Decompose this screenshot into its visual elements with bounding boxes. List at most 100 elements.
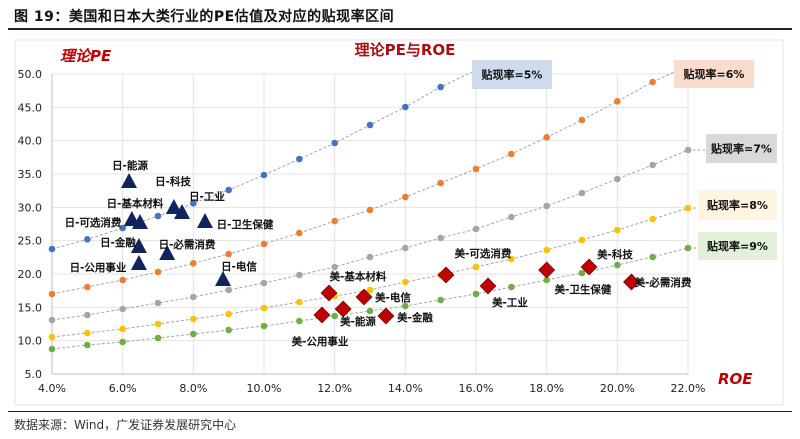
legend-label: 贴现率=5%	[481, 68, 543, 82]
japan-triangle	[131, 214, 148, 229]
curve-point	[260, 171, 268, 179]
curve-point	[48, 333, 56, 341]
japan-triangle	[130, 255, 147, 270]
curve-point	[366, 121, 374, 129]
curve-point	[225, 186, 232, 194]
curves	[48, 71, 706, 353]
us-diamond	[437, 266, 455, 284]
japan-point-label: 日-科技	[155, 175, 191, 188]
curve-point	[154, 212, 162, 220]
curve-point	[649, 78, 656, 86]
x-tick-label: 14.0%	[388, 382, 423, 395]
curve-point	[578, 269, 586, 277]
curve-point	[84, 283, 91, 291]
curve-point	[331, 139, 338, 147]
us-diamond	[580, 258, 598, 276]
curve-point	[260, 240, 268, 248]
curve-point	[684, 146, 692, 154]
curve-point	[296, 229, 303, 237]
legend-box	[472, 60, 552, 89]
legend-label: 贴现率=8%	[706, 198, 768, 212]
legend-box	[674, 60, 754, 88]
japan-point-label: 日-可选消费	[65, 216, 122, 229]
us-diamond	[479, 277, 497, 295]
us-point-label: 美-公用事业	[292, 335, 349, 348]
japan-point-label: 日-公用事业	[70, 261, 127, 274]
japan-point-label: 日-能源	[112, 159, 148, 172]
curve-point	[614, 226, 621, 234]
curve-point	[649, 215, 656, 223]
japan-triangle	[121, 173, 138, 188]
curve-line	[51, 247, 698, 350]
japan-triangle	[165, 199, 182, 214]
legend-box	[706, 134, 777, 163]
curve-point	[543, 276, 550, 284]
curve-point	[48, 345, 56, 353]
curve-point	[578, 236, 586, 244]
curve-point	[119, 305, 126, 313]
curve-point	[84, 329, 91, 337]
curve-point	[614, 175, 621, 183]
legend-box	[698, 190, 777, 220]
curve-point	[472, 165, 480, 173]
curve-point	[402, 278, 409, 286]
curve-point	[190, 200, 197, 207]
us-point-label: 美-工业	[492, 296, 528, 309]
curve-point	[437, 83, 444, 91]
japan-triangle	[159, 245, 176, 260]
curve-point	[472, 290, 480, 298]
curve-point	[260, 304, 268, 312]
curve-point	[508, 255, 515, 263]
curve-point	[84, 311, 91, 319]
y-tick-label: 50.0	[18, 68, 43, 81]
us-diamond	[334, 300, 352, 318]
curve-point	[684, 244, 692, 252]
curve-point	[649, 161, 656, 169]
x-tick-label: 4.0%	[38, 382, 66, 395]
us-diamond	[538, 261, 556, 279]
us-diamond	[377, 307, 395, 325]
curve-point	[84, 236, 91, 243]
curve-line	[51, 207, 698, 338]
japan-point-label: 日-电信	[221, 260, 257, 273]
curve-point	[48, 290, 56, 298]
legend-label: 贴现率=6%	[683, 67, 745, 81]
curve-point	[543, 202, 550, 210]
y-tick-label: 5.0	[25, 368, 43, 381]
us-diamond	[623, 273, 640, 291]
us-point-label: 美-卫生保健	[555, 283, 612, 296]
x-tick-label: 16.0%	[459, 382, 494, 395]
curve-point	[614, 98, 621, 105]
curve-point	[614, 261, 621, 269]
y-tick-label: 25.0	[18, 235, 43, 248]
curve-point	[296, 155, 303, 163]
japan-point-label: 日-基本材料	[107, 197, 164, 210]
y-tick-label: 10.0	[18, 335, 43, 348]
y-tick-label: 40.0	[18, 135, 43, 148]
y-tick-label: 35.0	[18, 168, 43, 181]
curve-line	[51, 149, 706, 321]
curve-point	[366, 206, 374, 214]
chart-title: 理论PE与ROE	[355, 41, 456, 59]
us-point-label: 美-科技	[597, 248, 633, 261]
curve-point	[190, 315, 197, 323]
curve-point	[508, 150, 515, 158]
curve-point	[225, 326, 232, 334]
curve-point	[543, 134, 550, 141]
x-tick-label: 6.0%	[109, 382, 137, 395]
curve-point	[472, 225, 480, 233]
curve-point	[366, 253, 374, 261]
curve-point	[296, 317, 303, 325]
x-tick-label: 18.0%	[529, 382, 564, 395]
curve-point	[119, 338, 126, 346]
y-tick-label: 45.0	[18, 101, 43, 114]
y-tick-label: 30.0	[18, 201, 43, 214]
curve-point	[48, 316, 56, 324]
curve-point	[437, 234, 444, 242]
curve-point	[260, 279, 268, 287]
legend: 贴现率=5% 贴现率=6% 贴现率=7% 贴现率=8% 贴现率=9%	[472, 60, 777, 260]
curve-point	[190, 293, 197, 301]
curve-point	[684, 204, 692, 212]
curve-point	[649, 253, 656, 261]
us-point-label: 美-必需消费	[635, 276, 692, 289]
